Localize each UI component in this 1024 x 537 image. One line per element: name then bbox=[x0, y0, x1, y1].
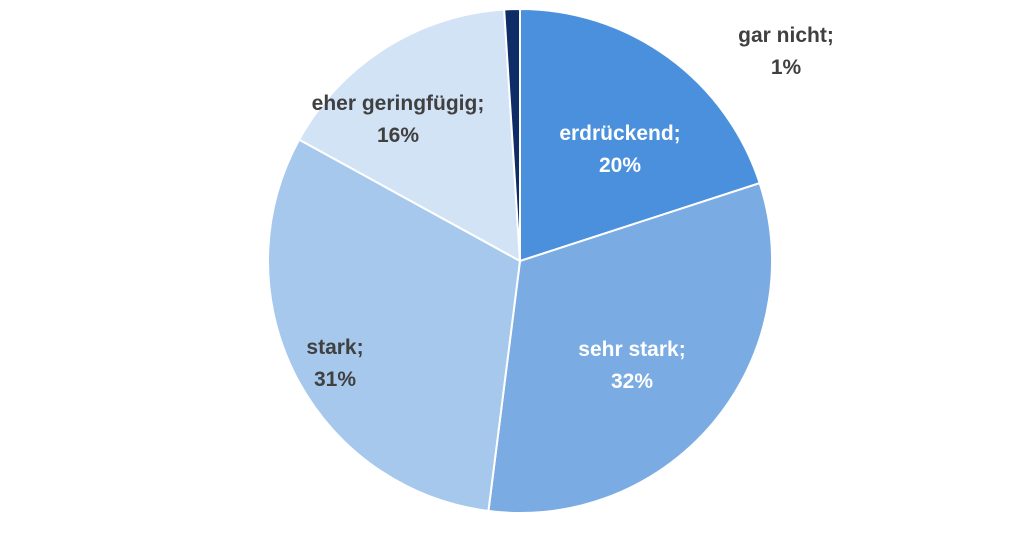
slice-label-name: stark; bbox=[306, 336, 363, 359]
pie-slice-label: gar nicht; 1% bbox=[738, 24, 834, 79]
slice-label-name: gar nicht; bbox=[738, 24, 834, 47]
pie-slice-sehr-stark bbox=[487, 181, 773, 514]
pie-slice-erdrückend bbox=[519, 7, 761, 263]
slice-label-percent: 20% bbox=[599, 154, 641, 177]
pie-slice-stark bbox=[267, 138, 522, 513]
pie-slice-label: erdrückend; 20% bbox=[559, 122, 680, 177]
slice-label-name: eher geringfügig; bbox=[312, 92, 485, 115]
pie-slice-gar-nicht bbox=[503, 7, 521, 262]
slice-label-percent: 1% bbox=[771, 56, 802, 79]
pie-slice-label: sehr stark; 32% bbox=[578, 338, 685, 393]
pie-labels: erdrückend; 20% sehr stark; 32% stark; 31% ehe… bbox=[306, 24, 833, 393]
slice-label-percent: 32% bbox=[611, 370, 653, 393]
pie-slices bbox=[267, 7, 773, 514]
pie-slice-eher-geringfügig bbox=[297, 8, 522, 263]
pie-slice-label: eher geringfügig; 16% bbox=[312, 92, 485, 147]
slice-label-name: sehr stark; bbox=[578, 338, 685, 361]
slice-label-percent: 31% bbox=[314, 368, 356, 391]
slice-label-name: erdrückend; bbox=[559, 122, 680, 145]
slice-label-percent: 16% bbox=[377, 124, 419, 147]
pie-slice-label: stark; 31% bbox=[306, 336, 363, 391]
